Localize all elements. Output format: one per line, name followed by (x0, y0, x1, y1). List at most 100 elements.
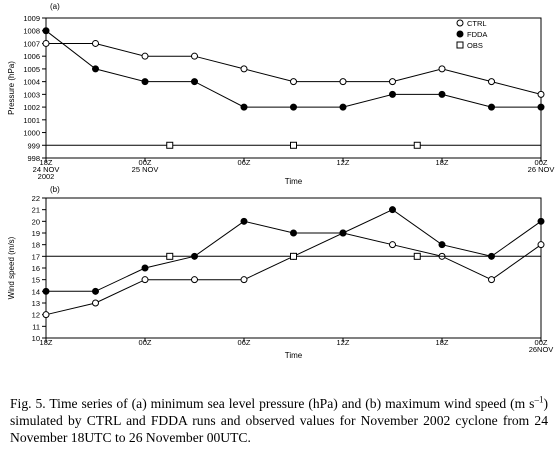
x-tick-label: 06Z (238, 338, 251, 347)
data-point-fdda (438, 241, 446, 249)
y-tick-label: 998 (27, 154, 40, 163)
legend-label: OBS (467, 41, 483, 50)
data-point-fdda (438, 90, 446, 98)
data-point-fdda (141, 264, 149, 272)
data-point-fdda (42, 27, 50, 35)
data-point-obs (290, 252, 297, 260)
data-point-ctrl (42, 311, 50, 319)
legend-marker (456, 30, 464, 38)
y-tick-label: 15 (32, 276, 40, 285)
x-tick-label: 25 NOV (132, 165, 159, 174)
data-point-ctrl (42, 39, 50, 47)
y-axis-title: Wind speed (m/s) (7, 236, 16, 299)
data-point-fdda (92, 287, 99, 295)
y-tick-label: 1002 (23, 103, 40, 112)
legend-marker (456, 41, 464, 49)
y-tick-label: 17 (32, 252, 40, 261)
y-tick-label: 1009 (23, 14, 40, 23)
y-tick-label: 19 (32, 229, 40, 238)
x-tick-label: 06Z (238, 158, 251, 167)
x-tick-label: 18Z (40, 338, 53, 347)
y-tick-label: 10 (32, 334, 40, 343)
data-point-ctrl (488, 276, 495, 284)
data-point-fdda (537, 217, 545, 225)
data-point-obs (413, 252, 421, 260)
panel-label: (b) (50, 185, 60, 194)
series-line-ctrl (46, 43, 542, 95)
data-point-obs (166, 141, 174, 149)
data-point-fdda (488, 103, 495, 111)
y-tick-label: 1000 (23, 129, 40, 138)
x-tick-label: 12Z (337, 338, 350, 347)
x-tick-label: 18Z (436, 338, 449, 347)
figure: (a)9989991000100110021003100410051006100… (7, 2, 554, 360)
y-tick-label: 13 (32, 299, 40, 308)
data-point-fdda (42, 287, 50, 295)
y-tick-label: 1003 (23, 90, 40, 99)
data-point-ctrl (488, 78, 495, 86)
series-line-fdda (46, 209, 542, 292)
data-point-fdda (389, 90, 396, 98)
y-tick-label: 16 (32, 264, 40, 273)
data-point-fdda (290, 229, 297, 237)
legend-label: FDDA (467, 30, 487, 39)
data-point-ctrl (389, 78, 396, 86)
data-point-obs (413, 141, 421, 149)
data-point-fdda (92, 65, 99, 73)
x-axis-title: Time (285, 351, 303, 360)
legend-marker (456, 19, 464, 27)
y-tick-label: 18 (32, 241, 40, 250)
y-tick-label: 21 (32, 206, 40, 215)
data-point-ctrl (290, 78, 297, 86)
y-tick-label: 1004 (23, 78, 40, 87)
data-point-ctrl (240, 276, 248, 284)
caption-superscript: –1 (534, 394, 544, 405)
data-point-fdda (240, 103, 248, 111)
data-point-fdda (240, 217, 248, 225)
x-tick-label: 00Z (139, 338, 152, 347)
data-point-fdda (339, 229, 347, 237)
data-point-ctrl (339, 78, 347, 86)
data-point-fdda (290, 103, 297, 111)
data-point-obs (166, 252, 174, 260)
x-tick-label: 00Z (535, 158, 548, 167)
y-tick-label: 20 (32, 217, 40, 226)
data-point-fdda (389, 206, 396, 214)
figure-caption: Fig. 5. Time series of (a) minimum sea l… (10, 395, 548, 446)
data-point-ctrl (141, 52, 149, 60)
data-point-fdda (339, 103, 347, 111)
panel-label: (a) (50, 2, 60, 11)
x-tick-label: 2002 (38, 172, 55, 181)
y-tick-label: 11 (32, 322, 40, 331)
data-point-ctrl (191, 52, 198, 60)
y-tick-label: 1006 (23, 52, 40, 61)
data-point-ctrl (537, 90, 545, 98)
x-tick-label: 24 NOV (33, 165, 60, 174)
x-tick-label: 26 NOV (528, 165, 555, 174)
data-point-ctrl (141, 276, 149, 284)
y-tick-label: 1001 (23, 116, 40, 125)
panel-b: (b) 10 11 12 13 14 15 16 17 18 19 20 21 22 Wind speed … (7, 185, 553, 360)
data-point-ctrl (191, 276, 198, 284)
y-axis-title: Pressure (hPa) (7, 61, 16, 115)
caption-text-start: Fig. 5. Time series of (a) minimum sea l… (10, 396, 535, 411)
y-tick-label: 1008 (23, 27, 40, 36)
x-tick-label: 12Z (337, 158, 350, 167)
plot-frame (45, 17, 542, 159)
series-line-ctrl (45, 232, 542, 316)
y-tick-label: 1005 (23, 65, 40, 74)
data-point-fdda (537, 103, 545, 111)
y-tick-label: 1007 (23, 39, 40, 48)
y-tick-label: 12 (32, 311, 40, 320)
data-point-obs (290, 141, 297, 149)
caption-text-end: ) simulated by CTRL and FDDA runs and ob… (10, 396, 548, 445)
data-point-ctrl (389, 241, 396, 249)
data-point-ctrl (240, 65, 248, 73)
y-tick-label: 999 (27, 141, 40, 150)
legend-label: CTRL (467, 19, 487, 28)
x-tick-label: 18Z (40, 158, 53, 167)
data-point-ctrl (438, 65, 446, 73)
x-tick-label: 18Z (436, 158, 449, 167)
x-tick-label: 26NOV (529, 345, 554, 354)
panel-a: (a) 998 999 1000 1001 1002 1003 1004 1005 1006 100… (7, 2, 554, 186)
